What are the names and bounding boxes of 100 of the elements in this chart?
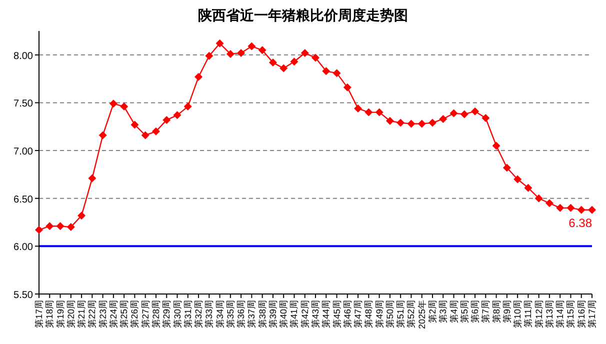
point — [407, 120, 416, 128]
point — [514, 175, 522, 184]
x-tick-label: 第51周 — [396, 300, 406, 328]
x-tick-label: 第42周 — [300, 300, 310, 328]
point — [418, 120, 426, 128]
x-tick-label: 第2周 — [427, 300, 438, 324]
point — [98, 131, 107, 140]
point — [78, 212, 86, 220]
point — [354, 104, 362, 112]
x-tick-label: 第15周 — [566, 300, 576, 328]
point — [35, 226, 43, 234]
point — [268, 58, 277, 67]
point — [56, 222, 64, 230]
x-tick-label: 第36周 — [236, 300, 246, 328]
y-tick-label: 7.00 — [14, 146, 34, 158]
point — [588, 206, 596, 214]
x-tick-label: 第35周 — [225, 300, 236, 328]
point — [502, 164, 511, 172]
point — [566, 204, 575, 212]
point — [343, 83, 352, 92]
x-tick-label: 第3周 — [438, 300, 448, 324]
x-tick-label: 第16周 — [576, 300, 586, 328]
x-tick-label: 第22周 — [87, 300, 98, 328]
point — [332, 69, 341, 78]
point — [545, 199, 554, 208]
x-tick-label: 第30周 — [172, 300, 182, 328]
x-tick-label: 第46周 — [342, 300, 352, 328]
point — [428, 118, 436, 127]
x-tick-label: 第26周 — [130, 300, 140, 328]
point — [46, 222, 54, 230]
x-tick-label: 第23周 — [98, 300, 108, 328]
x-tick-label: 2025年 — [416, 300, 427, 330]
x-tick-label: 第24周 — [108, 300, 118, 328]
x-tick-label: 第32周 — [194, 300, 204, 328]
point — [205, 52, 214, 60]
x-tick-label: 第17周 — [587, 300, 597, 328]
x-tick-label: 第13周 — [544, 300, 554, 328]
x-tick-label: 第40周 — [278, 300, 289, 328]
x-tick-label: 第19周 — [55, 300, 66, 328]
x-tick-label: 第34周 — [214, 300, 225, 328]
x-tick-label: 第8周 — [491, 300, 502, 324]
point — [162, 116, 171, 124]
x-tick-label: 第52周 — [406, 300, 416, 328]
x-tick-label: 第11周 — [523, 300, 534, 328]
point — [173, 111, 182, 120]
x-tick-label: 第17周 — [34, 300, 44, 328]
point — [439, 114, 448, 123]
x-tick-label: 第43周 — [310, 300, 320, 328]
x-tick-label: 第41周 — [289, 300, 300, 328]
y-tick-label: 6.00 — [14, 242, 34, 254]
x-tick-label: 第29周 — [162, 300, 172, 328]
point — [66, 223, 75, 232]
x-tick-label: 第20周 — [66, 300, 76, 328]
point — [492, 142, 500, 150]
point — [88, 174, 96, 182]
x-tick-label: 第31周 — [182, 300, 193, 328]
point — [450, 109, 458, 118]
point — [364, 108, 373, 116]
x-tick-label: 第45周 — [332, 300, 342, 328]
x-tick-label: 第33周 — [204, 300, 214, 328]
x-tick-label: 第38周 — [257, 300, 268, 328]
point — [258, 46, 266, 54]
x-tick-label: 第4周 — [448, 300, 459, 324]
x-tick-label: 第7周 — [480, 300, 491, 324]
x-tick-label: 第44周 — [321, 300, 332, 328]
x-tick-label: 第6周 — [470, 300, 480, 324]
x-tick-label: 第18周 — [44, 300, 55, 328]
point — [482, 114, 490, 122]
point — [109, 100, 118, 108]
x-tick-label: 第21周 — [76, 300, 87, 328]
data-label: 6.38 — [568, 216, 592, 230]
point — [312, 54, 320, 62]
point — [248, 42, 256, 50]
point — [290, 58, 298, 66]
point — [396, 118, 405, 127]
point — [386, 116, 394, 125]
point — [300, 48, 309, 57]
point — [130, 120, 139, 129]
x-tick-label: 第5周 — [459, 300, 470, 324]
point — [120, 102, 128, 111]
x-tick-label: 第39周 — [268, 300, 278, 328]
x-tick-label: 第49周 — [374, 300, 384, 328]
x-tick-label: 第48周 — [364, 300, 374, 328]
point — [194, 72, 203, 81]
point — [226, 50, 234, 58]
point — [460, 110, 468, 118]
point — [534, 194, 543, 202]
point — [216, 39, 224, 48]
point — [375, 108, 384, 116]
chart-title: 陕西省近一年猪粮比价周度走势图 — [198, 7, 408, 23]
x-tick-label: 第47周 — [353, 300, 364, 328]
point — [556, 204, 564, 212]
point — [322, 67, 330, 76]
x-tick-label: 第28周 — [150, 300, 161, 328]
x-tick-label: 第10周 — [512, 300, 523, 328]
point — [524, 184, 532, 192]
x-tick-label: 第12周 — [534, 300, 544, 328]
point — [141, 131, 150, 140]
point — [577, 206, 586, 214]
point — [280, 64, 288, 72]
